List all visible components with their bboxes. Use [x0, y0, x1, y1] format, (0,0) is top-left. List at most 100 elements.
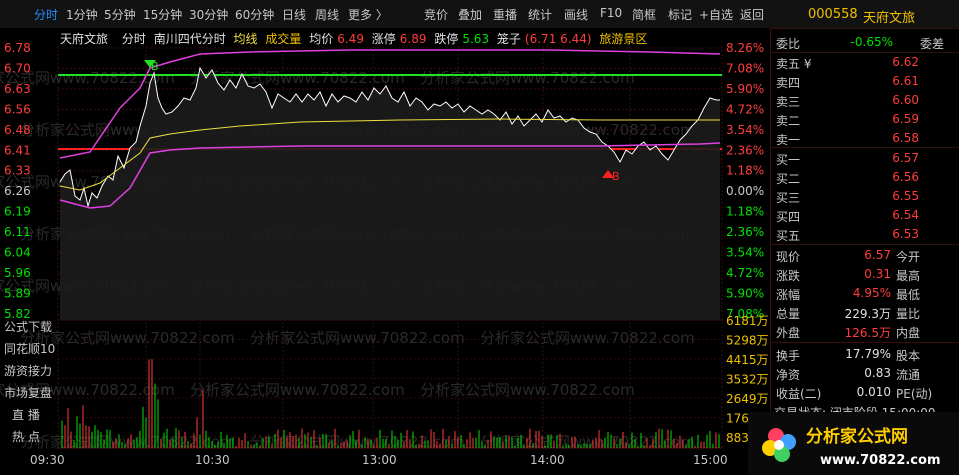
price-tick-label: 6.70 [4, 61, 31, 75]
weibi-row: 委比 -0.65% 委差 [770, 33, 959, 52]
time-tick-label: 13:00 [362, 453, 397, 467]
header-limit-up: 6.89 [399, 32, 427, 46]
quote-value: 229.3万 [844, 307, 891, 321]
bid-price: 6.54 [892, 208, 919, 222]
tab-1min[interactable]: 1分钟 [66, 8, 98, 22]
ask-price: 6.62 [892, 55, 919, 69]
quote-row: 净资 0.83 流通 [770, 364, 959, 383]
header-cage-value: (6.71 6.44) [524, 32, 592, 46]
symbol-name: 天府文旅 [863, 11, 916, 26]
button-huaxian[interactable]: 画线 [564, 8, 589, 22]
bid-price: 6.57 [892, 151, 919, 165]
tab-30min[interactable]: 30分钟 [189, 8, 229, 22]
tab-weekly[interactable]: 周线 [315, 8, 340, 22]
weibi-label: 委比 [776, 37, 801, 51]
bid-row[interactable]: 买二 6.56 [770, 168, 959, 187]
quote-row: 总量 229.3万 量比 [770, 303, 959, 322]
menu-tonghuashun[interactable]: 同花顺10 [4, 342, 56, 356]
buy-marker-icon [602, 170, 614, 178]
weicha-label: 委差 [920, 37, 945, 51]
weibi-value: -0.65% [850, 35, 893, 49]
price-tick-label: 6.11 [4, 225, 31, 239]
header-vol-label: 成交量 [265, 32, 302, 46]
menu-youzi[interactable]: 游资接力 [4, 364, 53, 378]
quote-label: 外盘 [776, 326, 801, 340]
button-jiankuang[interactable]: 简框 [632, 8, 657, 22]
ask-row[interactable]: 卖一 6.58 [770, 129, 959, 148]
time-tick-label: 14:00 [530, 453, 565, 467]
ask-row[interactable]: 卖三 6.60 [770, 91, 959, 110]
tab-fenshi[interactable]: 分时 [34, 8, 59, 22]
tab-5min[interactable]: 5分钟 [104, 8, 136, 22]
chart-header: 天府文旅 分时 南川四代分时 均线 成交量 均价 6.49 涨停 6.89 跌停 5.… [60, 30, 651, 47]
watermark-text: 分析家公式网www.70822.com [0, 69, 175, 87]
logo-text: 分析家公式网 [806, 426, 908, 447]
button-biaoji[interactable]: 标记 [668, 8, 693, 22]
tab-daily[interactable]: 日线 [282, 8, 307, 22]
pct-tick-label: 4.72% [726, 102, 764, 116]
price-tick-label: 6.19 [4, 205, 31, 219]
quote-label: 总量 [776, 307, 801, 321]
vol-tick-label: 2649万 [726, 392, 769, 406]
quote-row: 换手 17.79% 股本 [770, 345, 959, 364]
button-chongbo[interactable]: 重播 [493, 8, 518, 22]
quote-value: 17.79% [845, 347, 891, 361]
header-avg-price: 6.49 [337, 32, 364, 46]
pct-tick-label: 4.72% [726, 266, 764, 280]
price-tick-label: 6.56 [4, 102, 31, 116]
tab-60min[interactable]: 60分钟 [235, 8, 275, 22]
tab-15min[interactable]: 15分钟 [143, 8, 183, 22]
price-tick-label: 6.33 [4, 164, 31, 178]
menu-formula-download[interactable]: 公式下载 [4, 320, 53, 334]
ask-row[interactable]: 卖五 ¥ 6.62 [770, 53, 959, 72]
button-f10[interactable]: F10 [600, 6, 623, 20]
quote-value: 4.95% [852, 286, 891, 300]
tab-more[interactable]: 更多 〉 [348, 8, 388, 22]
bid-label: 买四 [776, 210, 801, 224]
button-jingjia[interactable]: 竞价 [424, 8, 449, 22]
button-add-watchlist[interactable]: +自选 [699, 8, 734, 22]
quote-label-2: 最高 [896, 269, 921, 283]
quote-label: 换手 [776, 349, 801, 363]
sell-marker-label: B [151, 60, 159, 73]
menu-hot[interactable]: 热 点 [12, 430, 40, 444]
quote-label-2: 量比 [896, 307, 921, 321]
bid-row[interactable]: 买五 6.53 [770, 225, 959, 244]
menu-market-review[interactable]: 市场复盘 [4, 386, 53, 400]
watermark-text: 分析家公式网www.70822.com [250, 329, 465, 347]
vol-tick-label: 883 [726, 431, 749, 445]
ask-row[interactable]: 卖二 6.59 [770, 110, 959, 129]
ask-row[interactable]: 卖四 6.61 [770, 72, 959, 91]
bid-row[interactable]: 买三 6.55 [770, 187, 959, 206]
quote-value: 6.57 [864, 248, 891, 262]
quote-row: 现价 6.57 今开 [770, 246, 959, 265]
quote-label-2: 今开 [896, 250, 921, 264]
pct-tick-label: 5.90% [726, 82, 764, 96]
price-tick-label: 6.63 [4, 82, 31, 96]
bid-label: 买二 [776, 172, 801, 186]
divider [770, 52, 959, 53]
menu-live[interactable]: 直 播 [12, 408, 40, 422]
logo: 分析家公式网 www.70822.com [748, 412, 959, 475]
quote-label-2: 内盘 [896, 326, 921, 340]
pct-tick-label: 5.90% [726, 286, 764, 300]
time-tick-label: 15:00 [693, 453, 728, 467]
time-tick-label: 10:30 [195, 453, 230, 467]
header-mode: 分时 [121, 32, 146, 46]
ask-price: 6.61 [892, 74, 919, 88]
watermark-text: 分析家公式网www.70822.com [20, 329, 235, 347]
bid-row[interactable]: 买四 6.54 [770, 206, 959, 225]
bid-row[interactable]: 买一 6.57 [770, 149, 959, 168]
logo-url: www.70822.com [820, 453, 941, 468]
watermark-text: 分析家公式网www.70822.com [190, 69, 405, 87]
upper-band [59, 49, 721, 159]
intraday-chart[interactable]: 分析家公式网www.70822.com 分析家公式网www.70822.com 分析… [0, 28, 770, 475]
button-back[interactable]: 返回 [740, 8, 765, 22]
watermark-text: 分析家公式网www.70822.com [0, 381, 175, 399]
header-limit-down-label: 跌停 [434, 32, 459, 46]
quote-label-2: PE(动) [896, 387, 933, 401]
button-tongji[interactable]: 统计 [528, 8, 553, 22]
button-diejia[interactable]: 叠加 [458, 8, 483, 22]
header-index: 南川四代分时 [153, 32, 226, 46]
price-tick-label: 6.48 [4, 123, 31, 137]
